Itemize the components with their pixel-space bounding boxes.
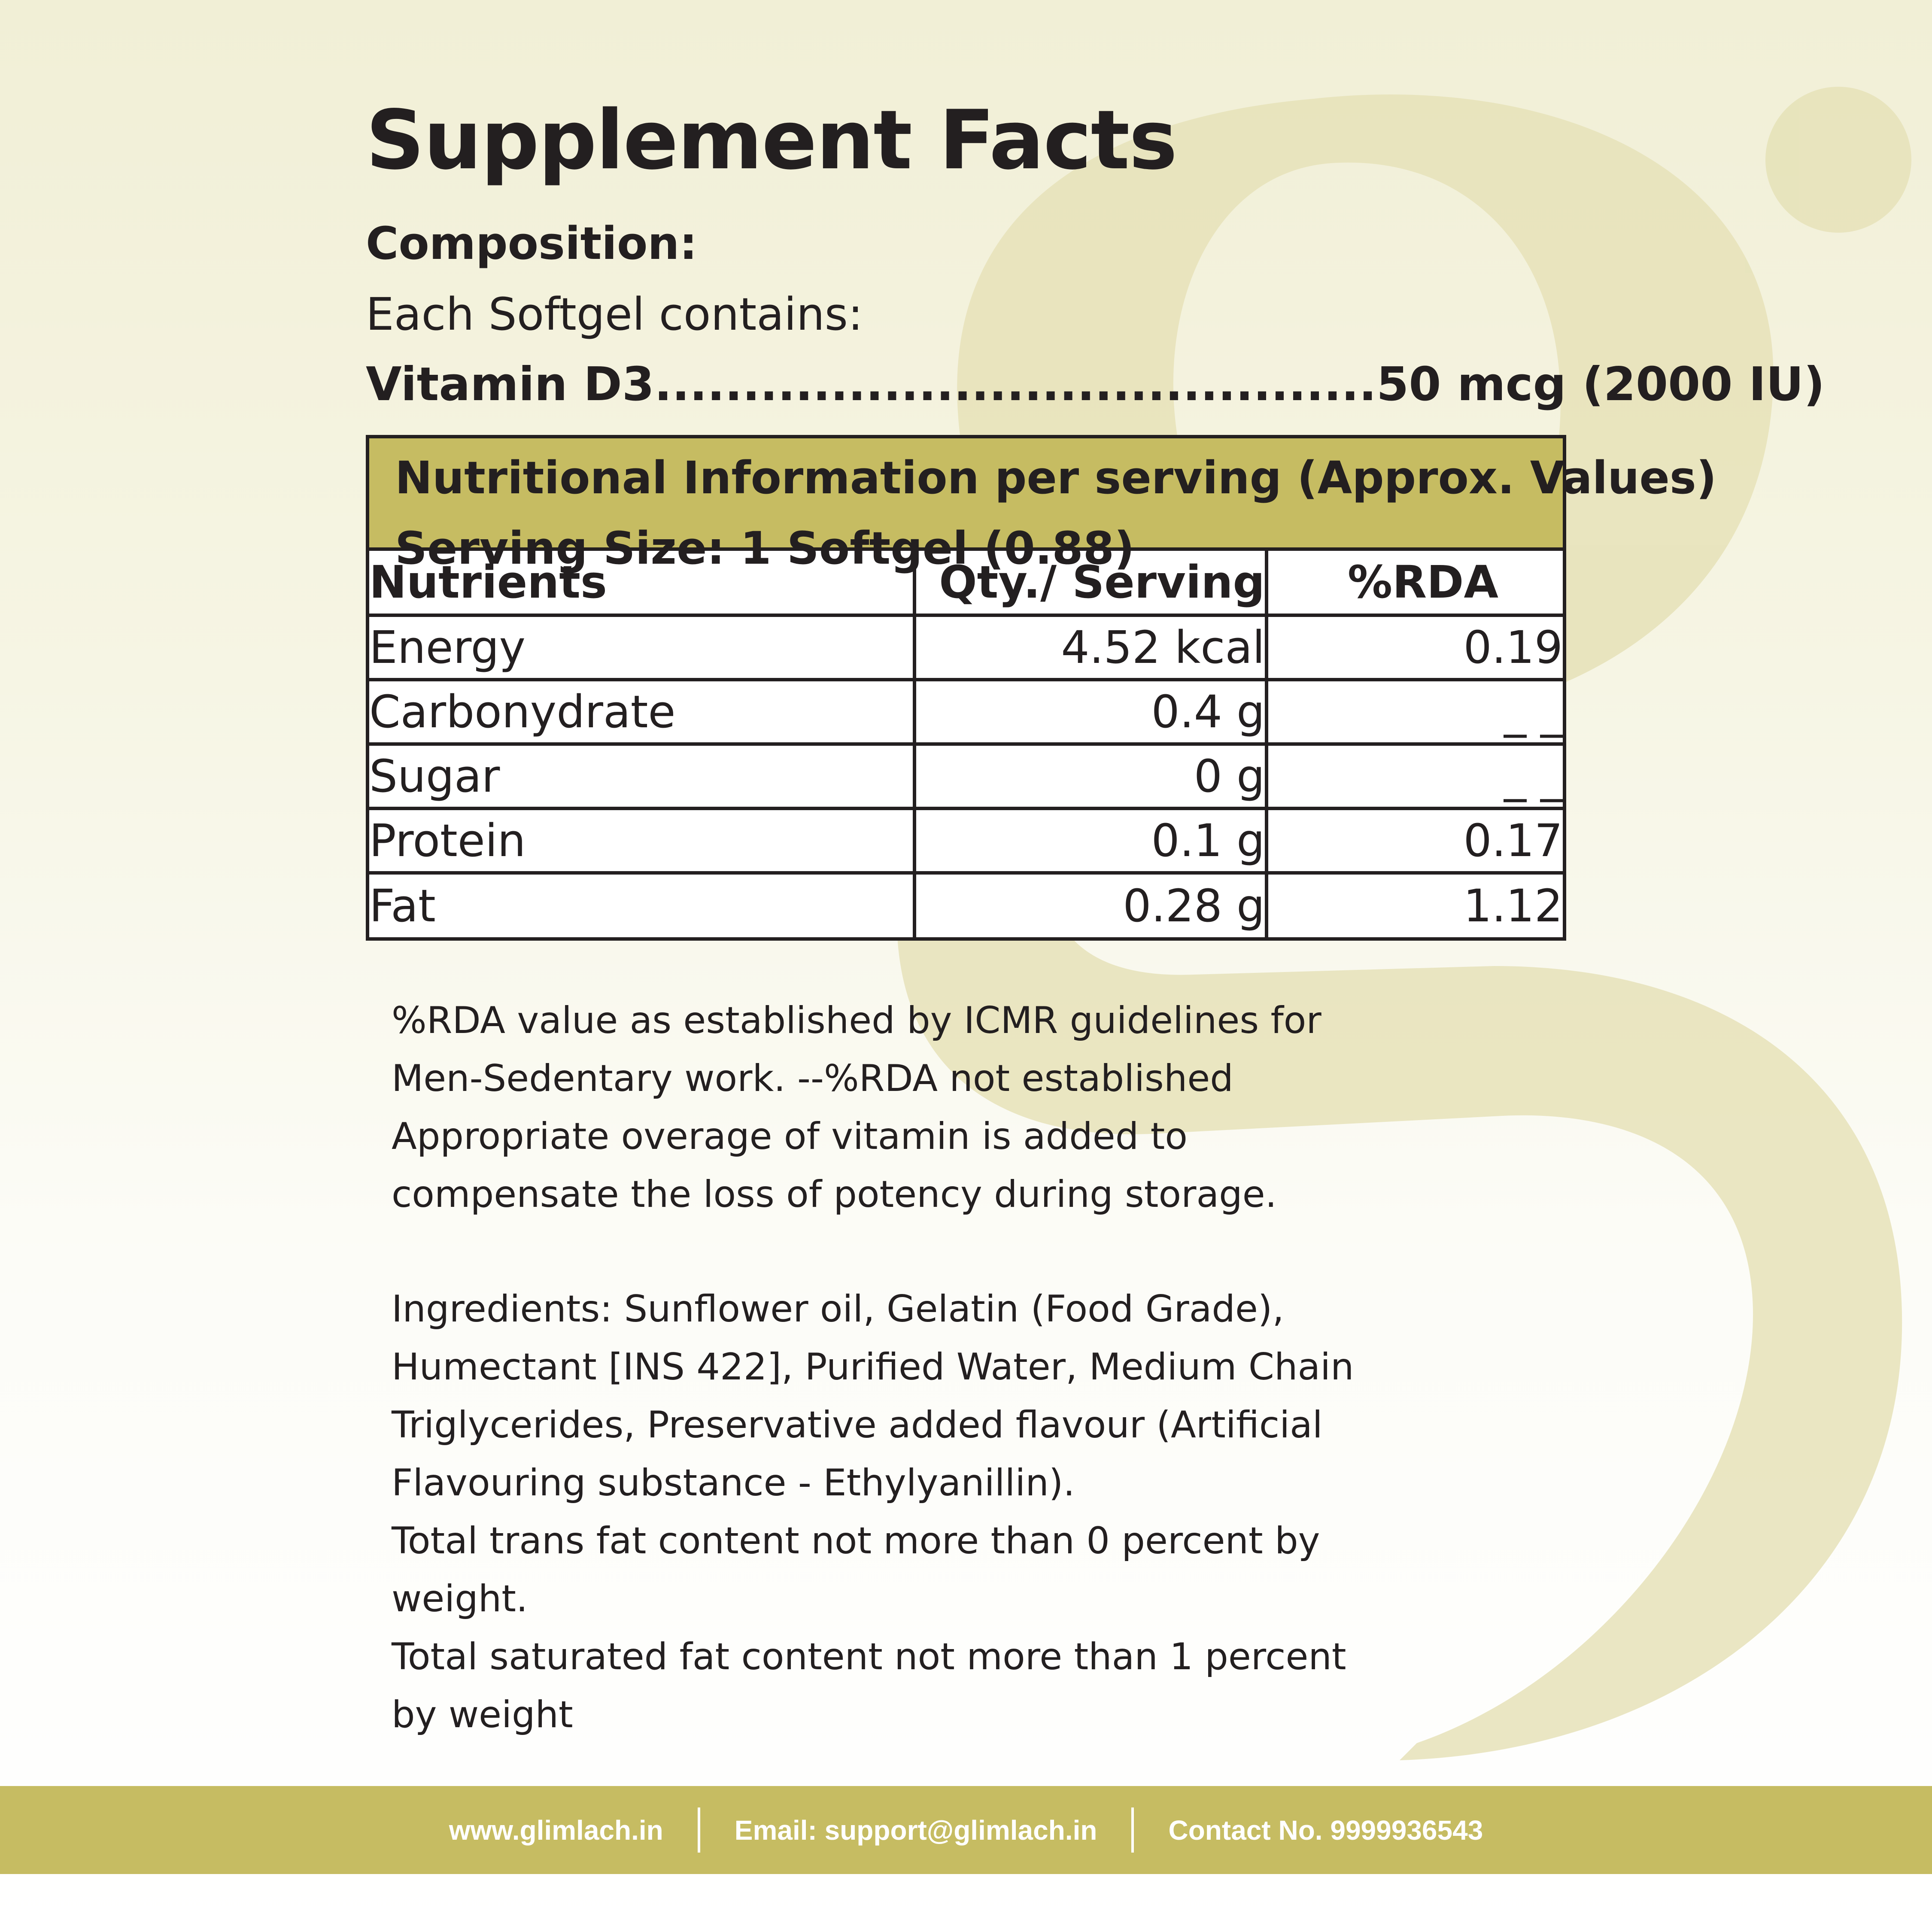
nutrient-rda: 0.19 bbox=[1265, 614, 1563, 680]
trans-fat-line: Total trans fat content not more than 0 … bbox=[392, 1519, 1320, 1562]
nutrient-name: Fat bbox=[369, 871, 914, 937]
table-row: Sugar 0 g _ _ bbox=[369, 742, 1563, 808]
page-title: Supplement Facts bbox=[366, 93, 1178, 188]
nutrient-rda: 1.12 bbox=[1265, 871, 1563, 937]
footer-divider bbox=[1131, 1807, 1134, 1853]
each-softgel-label: Each Softgel contains: bbox=[366, 288, 863, 340]
column-header-nutrients: Nutrients bbox=[369, 556, 607, 608]
ingredients-note: Ingredients: Sunflower oil, Gelatin (Foo… bbox=[392, 1280, 1354, 1744]
table-row: Fat 0.28 g 1.12 bbox=[369, 871, 1563, 937]
nutrient-qty: 0.28 g bbox=[913, 871, 1267, 937]
table-row: Energy 4.52 kcal 0.19 bbox=[369, 614, 1563, 680]
vitamin-leader-dots: ........................................… bbox=[654, 358, 1377, 411]
nutrient-qty: 0.4 g bbox=[913, 678, 1267, 744]
footnote-line: Appropriate overage of vitamin is added … bbox=[392, 1115, 1188, 1158]
footnote-line: Men-Sedentary work. --%RDA not establish… bbox=[392, 1057, 1233, 1100]
nutrient-name: Energy bbox=[369, 614, 914, 680]
rda-footnote: %RDA value as established by ICMR guidel… bbox=[392, 992, 1321, 1224]
nutrient-qty: 0 g bbox=[913, 742, 1267, 808]
nutrients-grid: Nutrients Qty./ Serving %RDA Energy 4.52… bbox=[369, 551, 1563, 937]
nutrient-name: Carbonydrate bbox=[369, 678, 914, 744]
column-header-row: Nutrients Qty./ Serving %RDA bbox=[369, 551, 1563, 615]
saturated-fat-line: Total saturated fat content not more tha… bbox=[392, 1635, 1346, 1678]
nutrient-name: Sugar bbox=[369, 742, 914, 808]
saturated-fat-line: by weight bbox=[392, 1693, 573, 1736]
nutrient-name: Protein bbox=[369, 807, 914, 873]
website-link[interactable]: www.glimlach.in bbox=[449, 1814, 663, 1846]
column-header-rda: %RDA bbox=[1265, 551, 1563, 615]
vitamin-name: Vitamin D3 bbox=[366, 358, 655, 411]
ingredients-line: Ingredients: Sunflower oil, Gelatin (Foo… bbox=[392, 1288, 1284, 1331]
contact-number[interactable]: Contact No. 9999936543 bbox=[1168, 1814, 1483, 1846]
vitamin-amount: 50 mcg (2000 IU) bbox=[1376, 358, 1825, 411]
nutrient-qty: 0.1 g bbox=[913, 807, 1267, 873]
table-header-title: Nutritional Information per serving (App… bbox=[395, 452, 1717, 504]
ingredients-line: Flavouring substance - Ethylyanillin). bbox=[392, 1461, 1075, 1504]
nutrient-qty: 4.52 kcal bbox=[913, 614, 1267, 680]
trans-fat-line: weight. bbox=[392, 1577, 528, 1620]
composition-label: Composition: bbox=[366, 217, 698, 270]
footer-divider bbox=[697, 1807, 700, 1853]
nutrition-facts-table: Nutritional Information per serving (App… bbox=[366, 435, 1717, 941]
nutrient-rda: _ _ bbox=[1265, 742, 1563, 808]
footnote-line: compensate the loss of potency during st… bbox=[392, 1173, 1277, 1216]
email-link[interactable]: Email: support@glimlach.in bbox=[734, 1814, 1097, 1846]
table-row: Protein 0.1 g 0.17 bbox=[369, 807, 1563, 873]
nutrient-rda: _ _ bbox=[1265, 678, 1563, 744]
footer-bar: www.glimlach.in Email: support@glimlach.… bbox=[0, 1786, 1932, 1874]
vitamin-d3-line: Vitamin D3..............................… bbox=[366, 358, 1825, 411]
ingredients-line: Triglycerides, Preservative added flavou… bbox=[392, 1403, 1323, 1446]
column-header-qty: Qty./ Serving bbox=[913, 551, 1267, 615]
table-header: Nutritional Information per serving (App… bbox=[369, 438, 1717, 571]
table-row: Carbonydrate 0.4 g _ _ bbox=[369, 678, 1563, 744]
footnote-line: %RDA value as established by ICMR guidel… bbox=[392, 999, 1321, 1042]
ingredients-line: Humectant [INS 422], Purified Water, Med… bbox=[392, 1346, 1354, 1388]
nutrient-rda: 0.17 bbox=[1265, 807, 1563, 873]
